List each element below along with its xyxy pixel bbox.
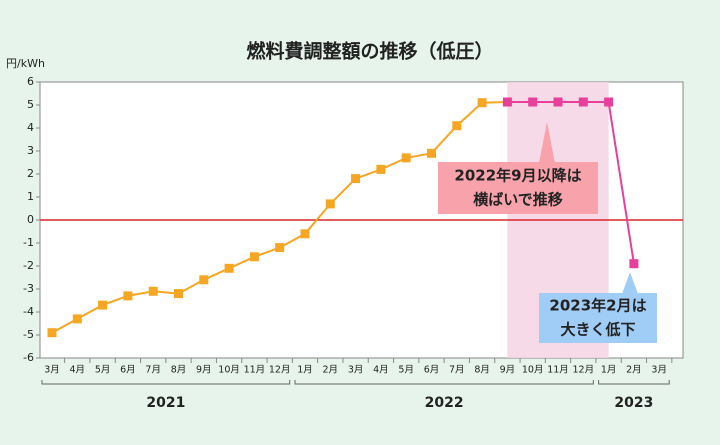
point [249, 252, 259, 262]
annotation-box [438, 162, 598, 214]
x-tick-label: 2月 [323, 365, 339, 376]
x-tick-label: 8月 [171, 365, 187, 376]
x-tick-label: 6月 [120, 365, 136, 376]
point [528, 97, 538, 107]
point [300, 229, 310, 239]
point [401, 153, 411, 163]
point [629, 259, 639, 269]
point [578, 97, 588, 107]
chart-title: 燃料費調整額の推移（低圧） [246, 40, 493, 63]
x-tick-label: 10月 [218, 365, 240, 376]
x-tick-label: 2月 [626, 365, 642, 376]
annotation-text: 大きく低下 [560, 321, 635, 339]
point [199, 275, 209, 285]
x-tick-label: 10月 [522, 365, 544, 376]
annotation-pointer [622, 272, 638, 294]
y-tick-label: 0 [27, 213, 34, 226]
point [604, 97, 614, 107]
x-tick-label: 12月 [269, 365, 291, 376]
y-tick-label: -2 [23, 259, 34, 272]
point [123, 291, 133, 301]
year-bracket [598, 380, 670, 385]
point [174, 289, 183, 299]
point [477, 98, 487, 108]
x-tick-label: 3月 [348, 365, 364, 376]
point [325, 199, 335, 209]
point [502, 97, 512, 107]
y-tick-label: 5 [27, 98, 34, 111]
x-tick-label: 5月 [398, 365, 414, 376]
point [351, 174, 361, 184]
y-tick-label: 1 [27, 190, 34, 203]
y-tick-label: -1 [23, 236, 34, 249]
x-tick-label: 11月 [244, 365, 266, 376]
point [553, 97, 563, 107]
x-tick-label: 1月 [601, 365, 617, 376]
y-tick-label: -5 [23, 328, 34, 341]
x-tick-label: 9月 [196, 365, 212, 376]
y-tick-label: 4 [27, 121, 34, 134]
point [452, 121, 462, 131]
x-tick-label: 4月 [373, 365, 389, 376]
y-tick-label: -6 [23, 351, 34, 364]
x-tick-label: 1月 [297, 365, 313, 376]
y-axis-label: 円/kWh [6, 57, 45, 70]
x-tick-label: 5月 [95, 365, 111, 376]
x-tick-label: 11月 [547, 365, 569, 376]
annotation-text: 横ばいで推移 [473, 191, 563, 209]
x-tick-label: 7月 [145, 365, 161, 376]
x-tick-label: 6月 [424, 365, 440, 376]
point [98, 300, 108, 310]
annotation-text: 2023年2月は [549, 297, 646, 315]
x-tick-label: 3月 [44, 365, 60, 376]
point [224, 263, 234, 273]
point [47, 328, 57, 338]
x-tick-label: 3月 [651, 365, 667, 376]
year-label: 2021 [146, 395, 185, 411]
year-label: 2023 [614, 395, 653, 411]
point [275, 243, 285, 253]
x-tick-label: 4月 [70, 365, 86, 376]
x-tick-label: 12月 [573, 365, 595, 376]
annotation-text: 2022年9月以降は [454, 167, 581, 185]
annotation-box [539, 293, 657, 343]
year-bracket [41, 380, 291, 385]
x-tick-label: 9月 [500, 365, 516, 376]
point [148, 286, 158, 296]
y-tick-label: -4 [23, 305, 34, 318]
year-label: 2022 [425, 395, 464, 411]
y-tick-label: 6 [27, 75, 34, 88]
y-tick-label: 3 [27, 144, 34, 157]
year-bracket [294, 380, 594, 385]
y-tick-label: -3 [23, 282, 34, 295]
point [376, 164, 386, 174]
x-tick-label: 8月 [474, 365, 490, 376]
point [72, 314, 82, 324]
y-tick-label: 2 [27, 167, 34, 180]
x-tick-label: 7月 [449, 365, 465, 376]
annotation-pointer [539, 122, 555, 163]
point [427, 148, 436, 158]
